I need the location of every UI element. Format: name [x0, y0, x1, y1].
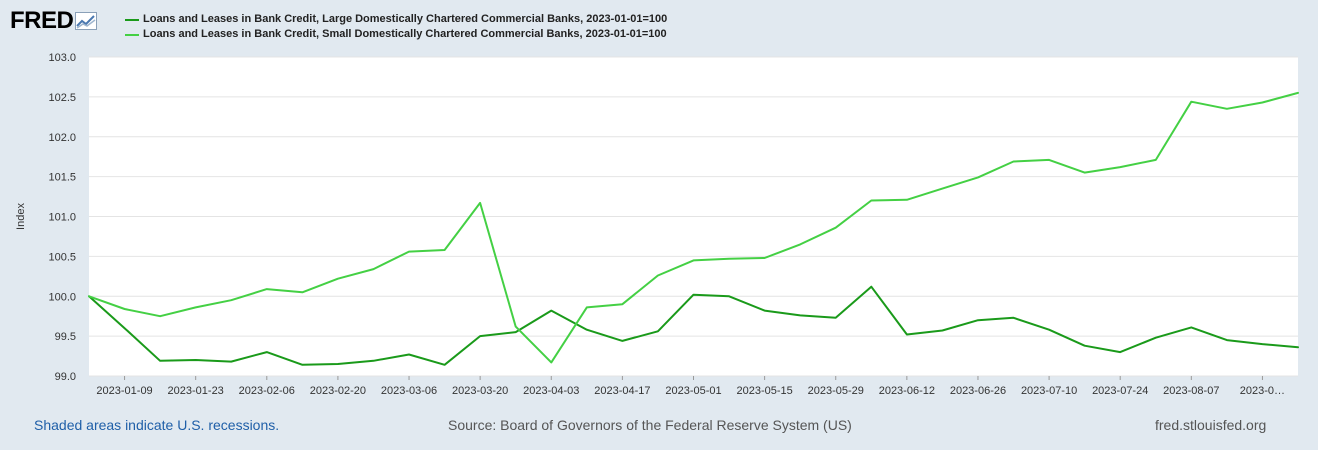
x-tick-label: 2023-02-20: [310, 385, 366, 397]
recessions-note-link[interactable]: Shaded areas indicate U.S. recessions.: [34, 417, 280, 433]
chart-trend-icon: [75, 12, 98, 30]
series-line-small-banks: [88, 91, 1299, 364]
legend-swatch-small: [125, 33, 139, 36]
x-tick-label: 2023-02-06: [239, 385, 295, 397]
y-axis-label: Index: [15, 203, 27, 230]
x-tick-label: 2023-03-06: [381, 385, 437, 397]
x-tick-label: 2023-06-26: [950, 385, 1006, 397]
x-tick-label: 2023-05-01: [665, 385, 721, 397]
y-tick-label: 102.0: [48, 132, 76, 144]
fred-logo[interactable]: FRED: [10, 7, 98, 34]
source-note: Source: Board of Governors of the Federa…: [448, 417, 852, 433]
x-tick-label: 2023-04-17: [594, 385, 650, 397]
x-tick-label: 2023-0…: [1240, 385, 1285, 397]
x-tick-label: 2023-05-29: [808, 385, 864, 397]
legend-item-small[interactable]: Loans and Leases in Bank Credit, Small D…: [125, 27, 667, 42]
y-tick-label: 101.5: [48, 172, 76, 184]
x-tick-label: 2023-05-15: [736, 385, 792, 397]
x-tick-label: 2023-06-12: [879, 385, 935, 397]
y-tick-label: 100.0: [48, 291, 76, 303]
line-chart: 103.0 102.5 102.0 101.5 101.0 100.5 100.0 99.5 9…: [15, 52, 1299, 397]
chart-area: 103.0 102.5 102.0 101.5 101.0 100.5 100.0 99.5 9…: [15, 52, 1299, 397]
legend-label-small: Loans and Leases in Bank Credit, Small D…: [143, 28, 667, 40]
y-tick-label: 99.0: [55, 371, 76, 383]
y-tick-label: 101.0: [48, 212, 76, 224]
site-link[interactable]: fred.stlouisfed.org: [1155, 417, 1267, 433]
x-tick-label: 2023-04-03: [523, 385, 579, 397]
legend-label-large: Loans and Leases in Bank Credit, Large D…: [143, 13, 668, 25]
x-tick-label: 2023-08-07: [1163, 385, 1219, 397]
logo-text: FRED: [10, 7, 74, 34]
y-tick-label: 103.0: [48, 52, 76, 64]
legend-swatch-large: [125, 18, 139, 21]
chart-legend: Loans and Leases in Bank Credit, Large D…: [125, 12, 667, 42]
y-tick-label: 100.5: [48, 251, 76, 263]
y-tick-label: 102.5: [48, 92, 76, 104]
y-tick-label: 99.5: [55, 331, 76, 343]
legend-item-large[interactable]: Loans and Leases in Bank Credit, Large D…: [125, 12, 667, 27]
x-tick-label: 2023-01-09: [96, 385, 152, 397]
x-tick-label: 2023-07-24: [1092, 385, 1148, 397]
series-line-large-banks: [88, 285, 1299, 366]
x-tick-label: 2023-03-20: [452, 385, 508, 397]
x-tick-label: 2023-01-23: [168, 385, 224, 397]
x-tick-label: 2023-07-10: [1021, 385, 1077, 397]
